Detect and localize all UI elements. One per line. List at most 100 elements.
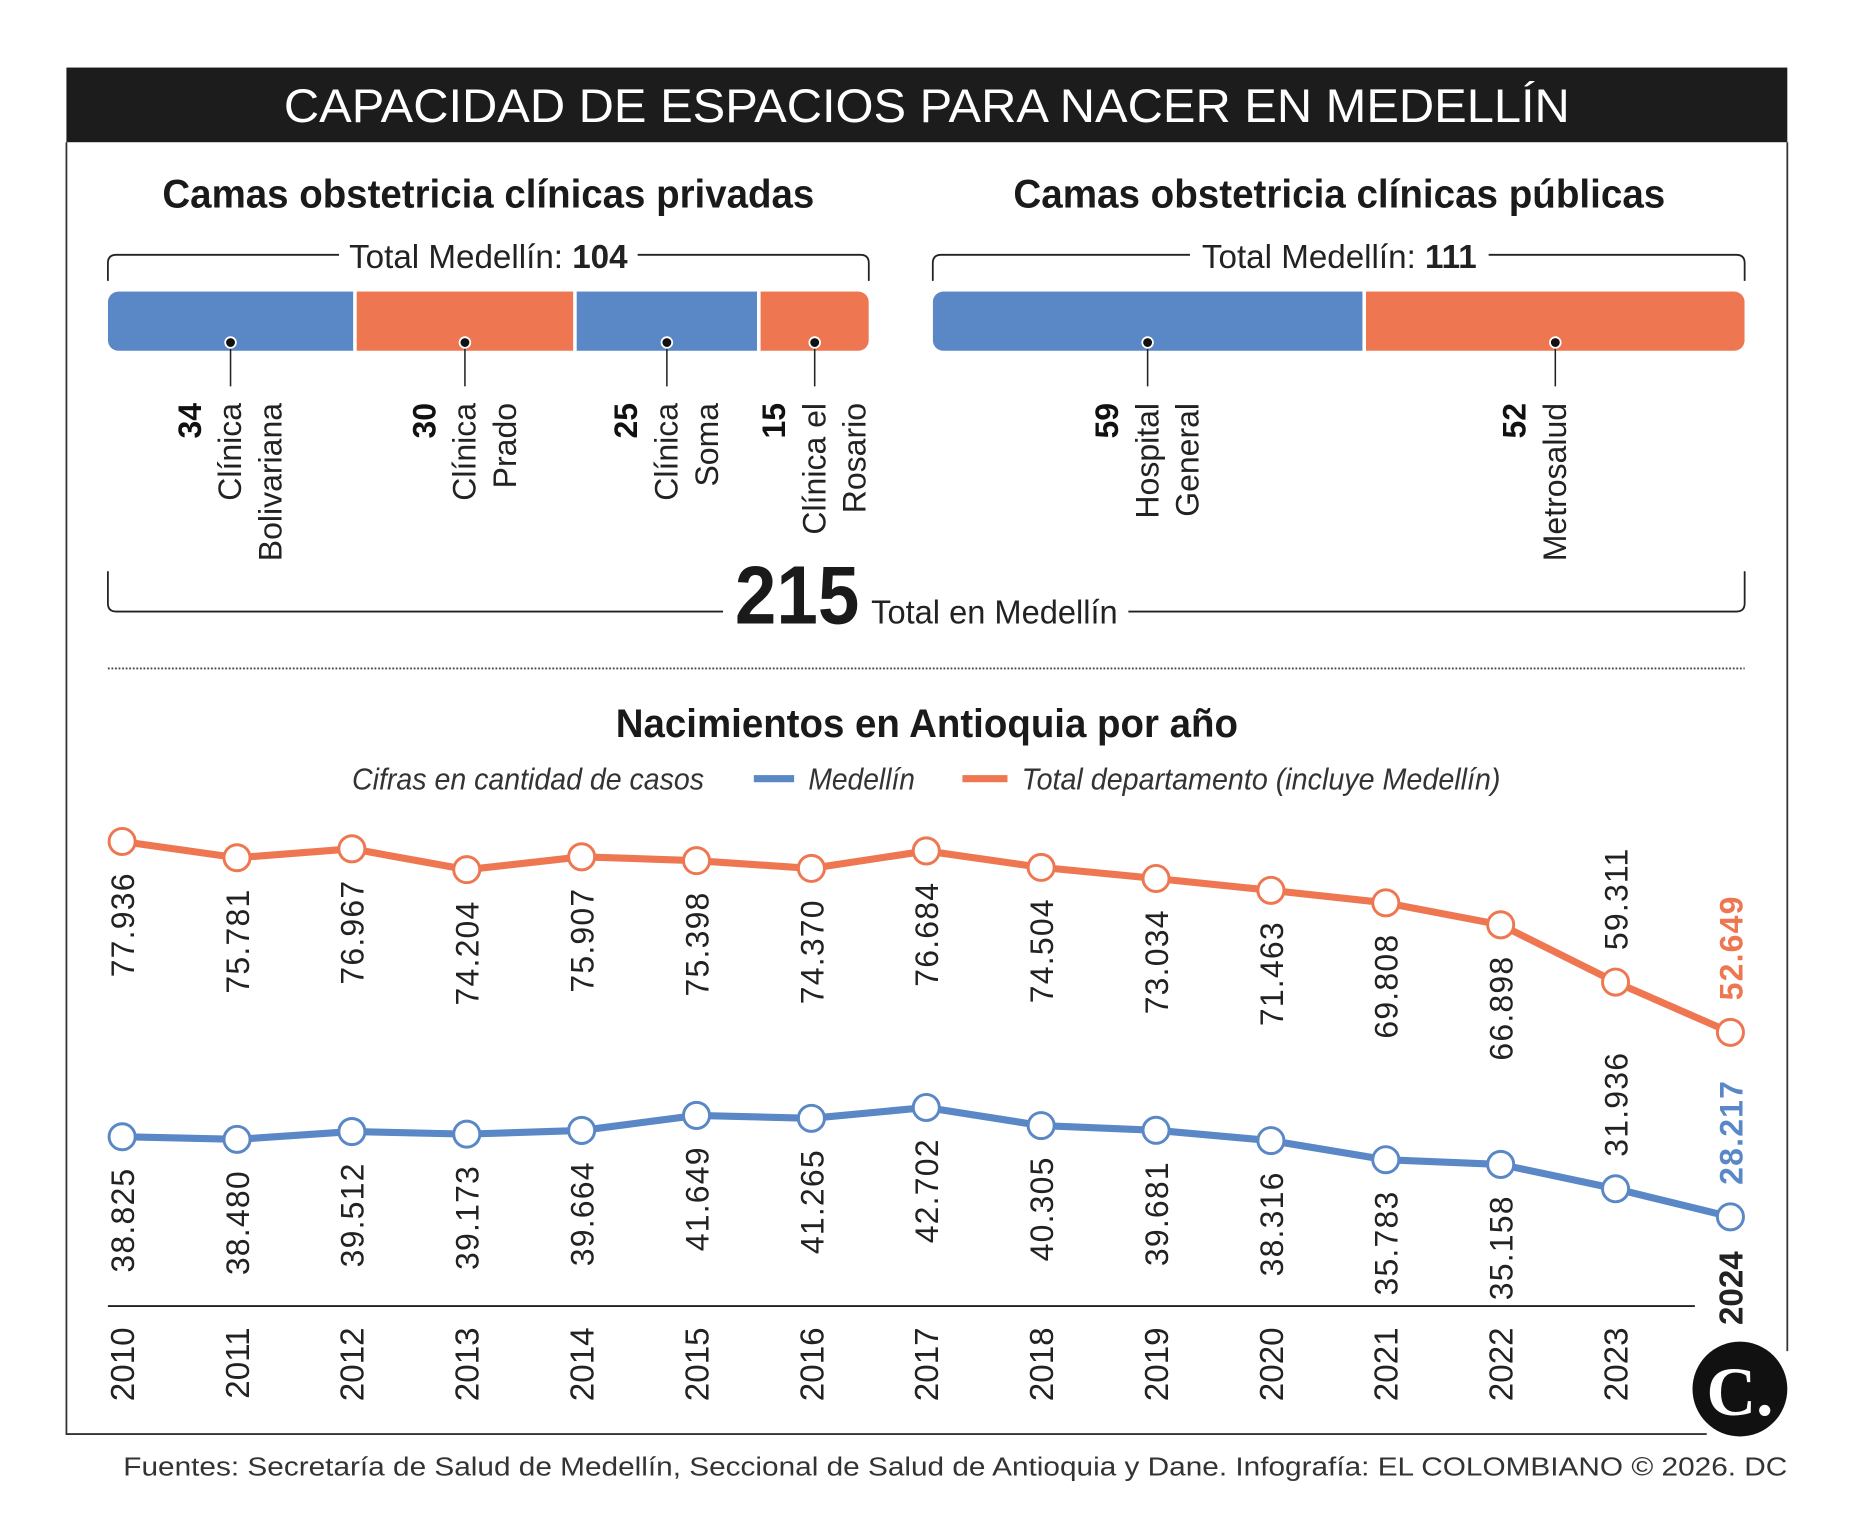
data-label: 35.783: [1369, 1191, 1405, 1296]
legend-label-departamento: Total departamento (incluye Medellín): [1022, 761, 1501, 796]
data-point: [1256, 875, 1286, 905]
bar-value: 52: [1497, 403, 1533, 439]
data-point: [567, 842, 597, 872]
bar-label: Hospital: [1129, 403, 1165, 519]
bar-label: Rosario: [837, 403, 873, 513]
bar-label: Soma: [689, 403, 725, 487]
data-label: 74.504: [1024, 898, 1060, 1003]
data-point: [1371, 888, 1401, 918]
leader-dot: [1141, 336, 1154, 349]
header-bar: [66, 67, 1788, 143]
data-label: 77.936: [105, 872, 141, 977]
x-tick-label: 2019: [1139, 1327, 1176, 1401]
x-tick-label: 2020: [1254, 1327, 1291, 1401]
data-label: 39.173: [450, 1165, 486, 1270]
data-point: [911, 836, 941, 866]
data-point: [107, 826, 137, 856]
data-label: 73.034: [1139, 909, 1175, 1014]
x-tick-label: 2011: [220, 1327, 257, 1398]
data-label: 76.684: [909, 882, 945, 987]
chart-subtitle: Cifras en cantidad de casos: [352, 761, 704, 796]
data-label: 40.305: [1024, 1156, 1060, 1261]
public-total: Total Medellín: 111: [1202, 239, 1477, 276]
public-beds-title: Camas obstetricia clínicas públicas: [1013, 171, 1665, 216]
public-bracket: [931, 253, 1746, 281]
frame-border: [65, 142, 1789, 1435]
bar-label: Prado: [487, 403, 523, 488]
leader-dot: [224, 336, 237, 349]
data-label: 38.480: [220, 1170, 256, 1275]
bar-value: 30: [406, 403, 442, 439]
data-label: 39.512: [335, 1162, 371, 1267]
data-label: 74.370: [794, 899, 830, 1004]
data-point: [682, 846, 712, 876]
data-point: [337, 1117, 367, 1147]
x-tick-label: 2017: [909, 1327, 946, 1401]
data-label: 42.702: [909, 1138, 945, 1243]
bar-label: Clínica: [649, 403, 685, 501]
data-point: [1141, 1115, 1171, 1145]
data-label: 39.664: [564, 1161, 600, 1266]
svg-text:C.: C.: [1706, 1354, 1773, 1430]
data-point: [1026, 1111, 1056, 1141]
data-label: 38.316: [1254, 1171, 1290, 1276]
bar-value: 34: [172, 403, 208, 439]
data-label: 52.649: [1713, 895, 1749, 1000]
legend-label-medellin: Medellín: [808, 761, 915, 796]
bar-label: Metrosalud: [1537, 403, 1573, 561]
x-tick-label: 2021: [1369, 1327, 1406, 1401]
data-point: [1601, 967, 1631, 997]
data-label: 76.967: [335, 880, 371, 985]
data-label: 59.311: [1598, 847, 1634, 950]
bar-label: Clínica: [447, 403, 483, 501]
data-point: [452, 855, 482, 885]
data-point: [1026, 852, 1056, 882]
legend-swatch-departamento: [962, 775, 1008, 783]
x-tick-label: 2014: [564, 1327, 601, 1401]
line-chart: 38.825 38.480 39.512 39.173 39.664 41.649 41.2…: [105, 826, 1750, 1401]
x-tick-label: 2012: [335, 1327, 372, 1401]
data-label: 75.907: [564, 888, 600, 993]
data-point: [796, 853, 826, 883]
data-label: 71.463: [1254, 921, 1290, 1026]
leader-dot: [808, 336, 821, 349]
x-tick-label: 2015: [679, 1327, 716, 1401]
x-tick-label: 2013: [450, 1327, 487, 1401]
data-label: 28.217: [1713, 1080, 1749, 1185]
private-total: Total Medellín: 104: [349, 239, 628, 276]
bar-value: 15: [756, 403, 792, 439]
data-label: 74.204: [450, 900, 486, 1005]
legend-swatch-medellin: [753, 775, 795, 783]
leader-dot: [1549, 336, 1562, 349]
data-label: 35.158: [1484, 1195, 1520, 1300]
bar-value: 59: [1089, 403, 1125, 439]
x-tick-label: 2010: [105, 1327, 142, 1401]
data-point: [682, 1100, 712, 1130]
grand-total-value: 215: [735, 548, 859, 641]
x-tick-label: 2018: [1024, 1327, 1061, 1401]
bar-value: 25: [608, 403, 644, 439]
data-label: 39.681: [1139, 1161, 1175, 1266]
data-point: [222, 1124, 252, 1154]
bar-label: Clínica: [212, 403, 248, 501]
leader-dot: [660, 336, 674, 349]
x-tick-label: 2022: [1484, 1327, 1521, 1401]
data-point: [567, 1115, 597, 1145]
data-label: 69.808: [1369, 934, 1405, 1039]
data-point: [107, 1122, 137, 1152]
data-point: [1371, 1145, 1401, 1175]
x-tick-label: 2023: [1598, 1327, 1635, 1401]
grand-total-bracket: [107, 571, 1746, 613]
bar-label: Bolivariana: [253, 403, 289, 562]
data-label: 41.265: [794, 1149, 830, 1254]
data-point: [1486, 1149, 1516, 1179]
data-label: 41.649: [679, 1146, 715, 1251]
data-label: 75.781: [220, 889, 256, 994]
data-point: [337, 834, 367, 864]
bar-label: General: [1170, 403, 1206, 517]
data-point: [911, 1092, 941, 1123]
x-tick-label: 2024: [1713, 1251, 1750, 1325]
data-point: [222, 843, 252, 873]
chart-title: Nacimientos en Antioquia por año: [616, 701, 1238, 746]
